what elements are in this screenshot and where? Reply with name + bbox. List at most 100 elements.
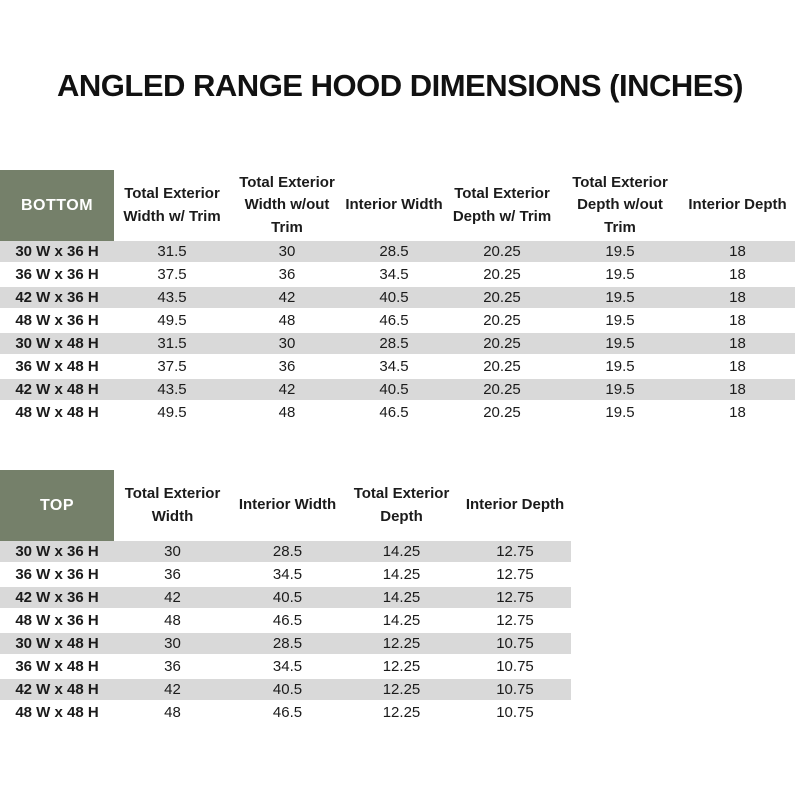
- dimension-value: 43.5: [114, 287, 230, 310]
- page-title: ANGLED RANGE HOOD DIMENSIONS (INCHES): [57, 68, 743, 103]
- dimension-value: 12.25: [344, 679, 459, 702]
- table-row: 48 W x 48 H 49.5 48 46.5 20.25 19.5 18: [0, 402, 795, 425]
- dimension-value: 14.25: [344, 564, 459, 587]
- dimension-value: 28.5: [344, 241, 444, 264]
- row-label: 42 W x 36 H: [0, 287, 114, 310]
- dimension-value: 37.5: [114, 264, 230, 287]
- dimension-value: 19.5: [560, 287, 680, 310]
- row-label: 48 W x 36 H: [0, 310, 114, 333]
- dimension-value: 36: [230, 264, 344, 287]
- dimension-value: 18: [680, 333, 795, 356]
- dimension-value: 30: [114, 633, 231, 656]
- column-header: Interior Width: [344, 170, 444, 241]
- dimension-value: 30: [230, 333, 344, 356]
- dimension-value: 46.5: [344, 402, 444, 425]
- dimension-value: 28.5: [231, 633, 344, 656]
- dimension-value: 20.25: [444, 241, 560, 264]
- dimension-value: 31.5: [114, 241, 230, 264]
- table-row: 36 W x 36 H 36 34.5 14.25 12.75: [0, 564, 571, 587]
- column-header: Total Exterior Depth w/ Trim: [444, 170, 560, 241]
- dimension-value: 42: [230, 287, 344, 310]
- dimension-value: 36: [230, 356, 344, 379]
- top-header-row: TOP Total Exterior Width Interior Width To…: [0, 470, 571, 541]
- dimension-value: 12.75: [459, 610, 571, 633]
- dimension-value: 19.5: [560, 379, 680, 402]
- table-row: 30 W x 48 H 31.5 30 28.5 20.25 19.5 18: [0, 333, 795, 356]
- row-label: 42 W x 48 H: [0, 379, 114, 402]
- row-label: 48 W x 48 H: [0, 702, 114, 725]
- column-header: Total Exterior Width: [114, 470, 231, 541]
- dimension-value: 19.5: [560, 310, 680, 333]
- dimension-value: 14.25: [344, 541, 459, 564]
- dimension-value: 20.25: [444, 264, 560, 287]
- dimension-value: 18: [680, 287, 795, 310]
- dimension-value: 10.75: [459, 679, 571, 702]
- dimension-value: 30: [114, 541, 231, 564]
- dimension-value: 42: [230, 379, 344, 402]
- row-label: 48 W x 36 H: [0, 610, 114, 633]
- dimension-value: 36: [114, 564, 231, 587]
- dimension-value: 40.5: [231, 679, 344, 702]
- table-row: 36 W x 48 H 36 34.5 12.25 10.75: [0, 656, 571, 679]
- dimension-value: 48: [114, 702, 231, 725]
- row-label: 36 W x 48 H: [0, 656, 114, 679]
- row-label: 36 W x 36 H: [0, 564, 114, 587]
- column-header: Interior Width: [231, 470, 344, 541]
- column-header: Total Exterior Width w/ Trim: [114, 170, 230, 241]
- dimension-value: 42: [114, 679, 231, 702]
- dimension-value: 12.25: [344, 702, 459, 725]
- dimension-value: 12.75: [459, 587, 571, 610]
- dimension-value: 34.5: [231, 656, 344, 679]
- table-row: 42 W x 36 H 43.5 42 40.5 20.25 19.5 18: [0, 287, 795, 310]
- dimension-value: 10.75: [459, 702, 571, 725]
- dimension-value: 18: [680, 264, 795, 287]
- dimension-value: 18: [680, 379, 795, 402]
- row-label: 42 W x 36 H: [0, 587, 114, 610]
- table-row: 30 W x 48 H 30 28.5 12.25 10.75: [0, 633, 571, 656]
- table-row: 30 W x 36 H 30 28.5 14.25 12.75: [0, 541, 571, 564]
- dimension-value: 12.25: [344, 633, 459, 656]
- column-header: Interior Depth: [680, 170, 795, 241]
- table-row: 48 W x 36 H 49.5 48 46.5 20.25 19.5 18: [0, 310, 795, 333]
- dimension-value: 34.5: [231, 564, 344, 587]
- row-label: 36 W x 48 H: [0, 356, 114, 379]
- top-corner-label: TOP: [0, 470, 114, 541]
- dimension-value: 40.5: [344, 287, 444, 310]
- top-dimensions-table: TOP Total Exterior Width Interior Width To…: [0, 470, 571, 725]
- table-row: 42 W x 36 H 42 40.5 14.25 12.75: [0, 587, 571, 610]
- dimension-value: 49.5: [114, 310, 230, 333]
- dimension-value: 36: [114, 656, 231, 679]
- bottom-dimensions-table: BOTTOM Total Exterior Width w/ Trim Total…: [0, 170, 795, 425]
- dimension-value: 46.5: [231, 702, 344, 725]
- dimension-value: 20.25: [444, 356, 560, 379]
- dimension-value: 12.25: [344, 656, 459, 679]
- top-table-body: 30 W x 36 H 30 28.5 14.25 12.75 36 W x 36 H 36…: [0, 541, 571, 725]
- dimension-value: 31.5: [114, 333, 230, 356]
- row-label: 48 W x 48 H: [0, 402, 114, 425]
- table-row: 30 W x 36 H 31.5 30 28.5 20.25 19.5 18: [0, 241, 795, 264]
- column-header: Total Exterior Depth: [344, 470, 459, 541]
- table-row: 42 W x 48 H 43.5 42 40.5 20.25 19.5 18: [0, 379, 795, 402]
- dimension-value: 30: [230, 241, 344, 264]
- bottom-corner-label: BOTTOM: [0, 170, 114, 241]
- table-row: 36 W x 36 H 37.5 36 34.5 20.25 19.5 18: [0, 264, 795, 287]
- dimension-value: 14.25: [344, 587, 459, 610]
- row-label: 42 W x 48 H: [0, 679, 114, 702]
- dimension-value: 49.5: [114, 402, 230, 425]
- dimension-value: 19.5: [560, 402, 680, 425]
- dimension-value: 40.5: [231, 587, 344, 610]
- row-label: 30 W x 48 H: [0, 633, 114, 656]
- dimension-value: 20.25: [444, 333, 560, 356]
- dimension-value: 40.5: [344, 379, 444, 402]
- row-label: 30 W x 36 H: [0, 241, 114, 264]
- dimension-value: 46.5: [231, 610, 344, 633]
- bottom-table-body: 30 W x 36 H 31.5 30 28.5 20.25 19.5 18 36 W x 3…: [0, 241, 795, 425]
- dimension-value: 20.25: [444, 379, 560, 402]
- dimension-value: 46.5: [344, 310, 444, 333]
- dimension-value: 18: [680, 402, 795, 425]
- dimension-value: 18: [680, 356, 795, 379]
- table-row: 48 W x 36 H 48 46.5 14.25 12.75: [0, 610, 571, 633]
- dimension-value: 19.5: [560, 241, 680, 264]
- dimension-value: 48: [230, 402, 344, 425]
